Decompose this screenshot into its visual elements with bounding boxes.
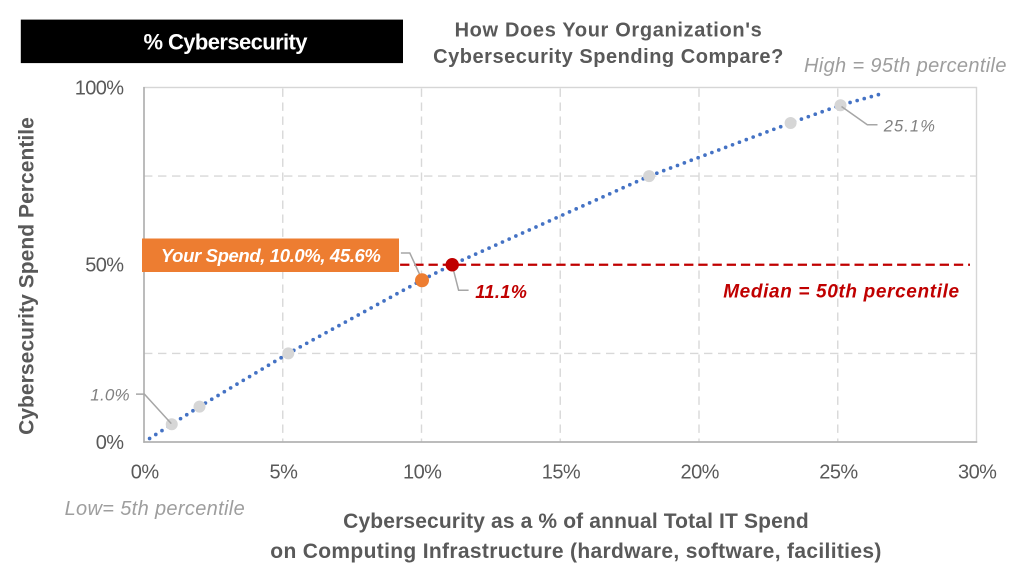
svg-text:Cybersecurity as a % of annual: Cybersecurity as a % of annual Total IT …: [343, 510, 809, 533]
svg-text:5%: 5%: [270, 461, 299, 483]
svg-text:0%: 0%: [96, 432, 125, 454]
svg-text:15%: 15%: [542, 461, 581, 483]
svg-text:High = 95th percentile: High = 95th percentile: [804, 55, 1007, 77]
svg-text:100%: 100%: [75, 77, 125, 99]
svg-text:0%: 0%: [131, 461, 160, 483]
svg-text:on Computing Infrastructure (h: on Computing Infrastructure (hardware, s…: [270, 540, 881, 563]
svg-text:30%: 30%: [958, 461, 997, 483]
svg-text:Cybersecurity Spend Percentile: Cybersecurity Spend Percentile: [16, 117, 39, 435]
svg-text:Low= 5th percentile: Low= 5th percentile: [65, 498, 245, 520]
svg-text:Your Spend, 10.0%, 45.6%: Your Spend, 10.0%, 45.6%: [161, 245, 381, 266]
svg-text:25%: 25%: [819, 461, 858, 483]
svg-text:20%: 20%: [681, 461, 720, 483]
svg-text:25.1%: 25.1%: [883, 118, 936, 136]
svg-text:50%: 50%: [85, 255, 124, 277]
svg-text:10%: 10%: [403, 461, 442, 483]
svg-text:Cybersecurity Spending Compare: Cybersecurity Spending Compare?: [433, 46, 784, 68]
svg-text:11.1%: 11.1%: [475, 282, 527, 302]
svg-text:How Does Your Organization's: How Does Your Organization's: [455, 20, 763, 42]
svg-text:Median = 50th percentile: Median = 50th percentile: [723, 281, 960, 302]
svg-text:% Cybersecurity: % Cybersecurity: [144, 29, 309, 54]
svg-text:1.0%: 1.0%: [90, 386, 130, 405]
